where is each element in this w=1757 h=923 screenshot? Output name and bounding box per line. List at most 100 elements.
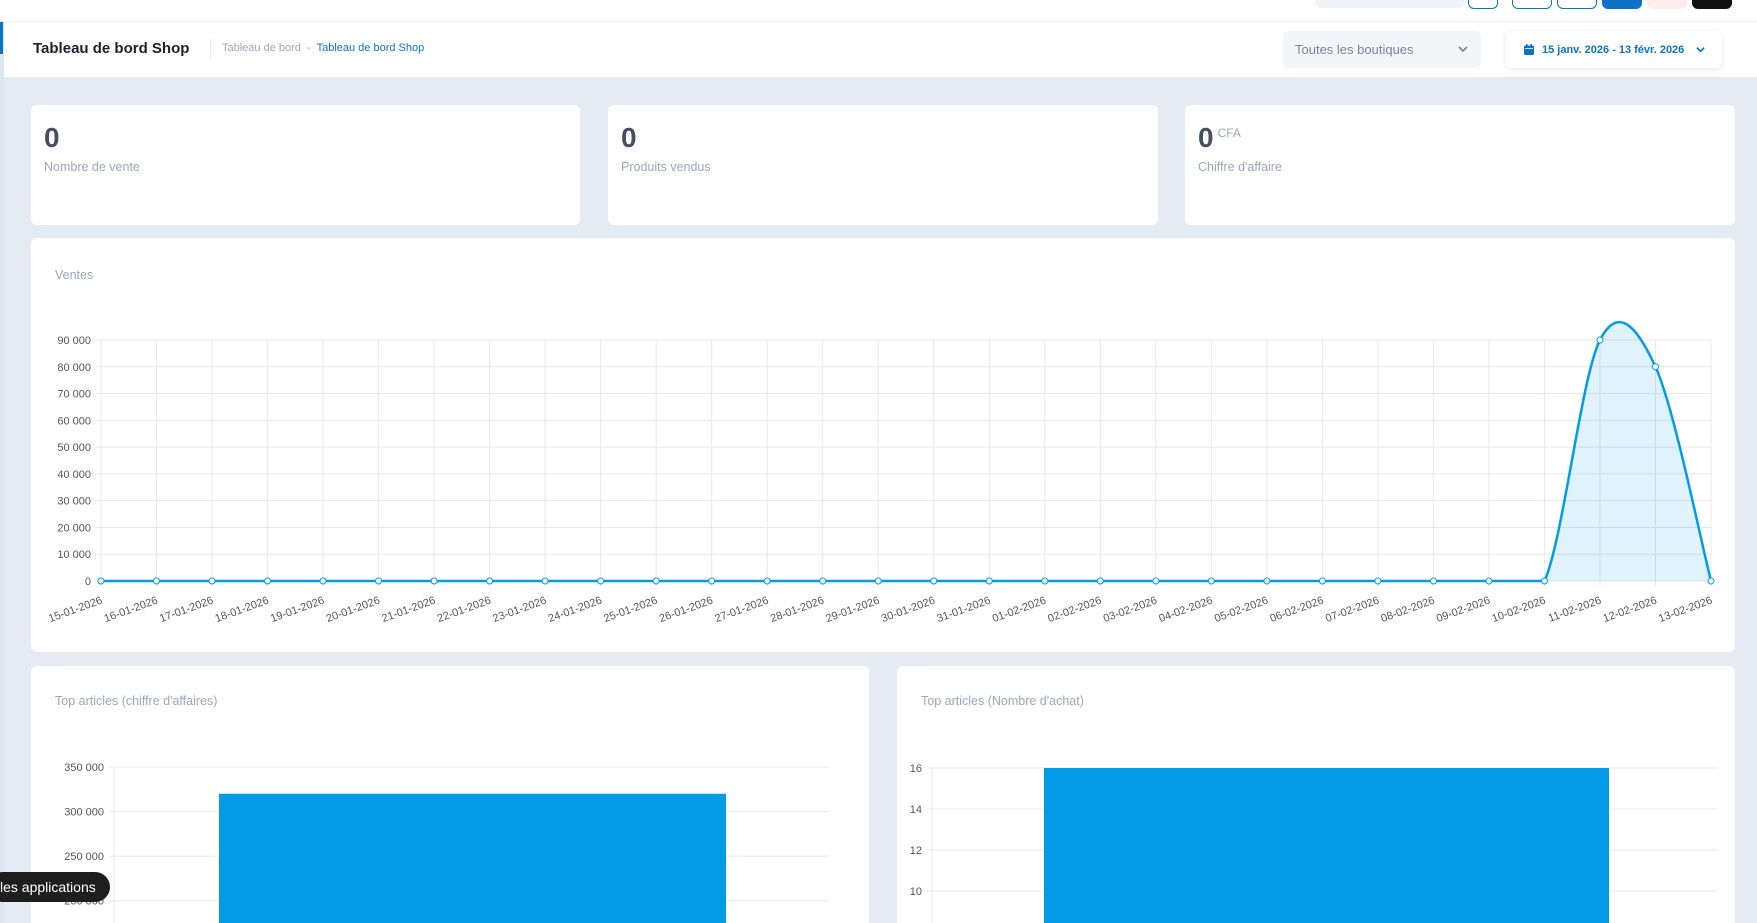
y-tick-label: 90 000 — [57, 335, 91, 347]
x-tick-label: 27-01-2026 — [713, 595, 770, 626]
data-point — [1707, 577, 1715, 585]
data-point — [1540, 577, 1548, 585]
series-area — [101, 322, 1711, 581]
stat-value: 0 — [44, 122, 60, 154]
top-articles-revenue-card: Top articles (chiffre d'affaires) 150 00… — [31, 666, 869, 923]
sidebar-edge — [0, 22, 4, 923]
data-point — [153, 577, 161, 585]
x-tick-label: 08-02-2026 — [1379, 595, 1436, 626]
x-tick-label: 22-01-2026 — [436, 595, 493, 626]
data-point — [208, 577, 216, 585]
stat-number: 0 — [1198, 122, 1214, 153]
y-tick-label: 60 000 — [57, 415, 91, 427]
toolbar-button[interactable] — [1647, 0, 1687, 9]
data-point — [430, 577, 438, 585]
x-tick-label: 09-02-2026 — [1435, 595, 1492, 626]
y-tick-label: 300 000 — [64, 807, 104, 819]
series-line — [101, 320, 1713, 583]
top-toolbar — [0, 0, 1757, 22]
y-tick-label: 14 — [910, 804, 922, 816]
y-tick-label: 30 000 — [57, 496, 91, 508]
data-point — [1207, 577, 1215, 585]
stat-card-products-sold: 0 Produits vendus — [608, 105, 1158, 225]
chart-title: Ventes — [55, 268, 94, 282]
x-tick-label: 06-02-2026 — [1268, 595, 1325, 626]
data-point — [1263, 577, 1271, 585]
breadcrumb-item-dashboard[interactable]: Tableau de bord — [222, 42, 301, 54]
x-tick-label: 20-01-2026 — [325, 595, 382, 626]
data-point — [1429, 577, 1437, 585]
data-point — [985, 577, 993, 585]
sales-chart-card: Ventes 0 10 000 20 000 30 000 40 000 50 000 60… — [31, 238, 1735, 652]
stat-label: Chiffre d'affaire — [1198, 160, 1282, 174]
chart-title: Top articles (Nombre d'achat) — [921, 694, 1084, 708]
data-point — [1651, 363, 1659, 371]
currency-unit: CFA — [1217, 126, 1241, 140]
y-tick-label: 12 — [910, 845, 922, 857]
toolbar-button[interactable] — [1602, 0, 1642, 9]
top-articles-count-card: Top articles (Nombre d'achat) 810121416 — [897, 666, 1735, 923]
toolbar-button[interactable] — [1468, 0, 1498, 9]
date-range-picker[interactable]: 15 janv. 2026 - 13 févr. 2026 — [1506, 31, 1722, 68]
y-tick-label: 10 000 — [57, 549, 91, 561]
page-title: Tableau de bord Shop — [33, 40, 190, 57]
x-tick-label: 04-02-2026 — [1157, 595, 1214, 626]
y-tick-label: 250 000 — [64, 851, 104, 863]
x-tick-label: 21-01-2026 — [380, 595, 437, 626]
chevron-down-icon — [1458, 46, 1468, 53]
data-point — [264, 577, 272, 585]
calendar-icon — [1524, 44, 1534, 55]
x-tick-label: 28-01-2026 — [769, 595, 826, 626]
data-point — [319, 577, 327, 585]
subheader: Tableau de bord Shop Tableau de bord - T… — [4, 22, 1757, 77]
x-tick-label: 11-02-2026 — [1547, 595, 1603, 625]
y-tick-label: 0 — [85, 576, 91, 588]
data-point — [1596, 336, 1604, 344]
shop-select-value: Toutes les boutiques — [1295, 42, 1414, 57]
x-tick-label: 31-01-2026 — [935, 595, 992, 626]
y-tick-label: 20 000 — [57, 522, 91, 534]
stat-number: 0 — [621, 122, 637, 153]
data-point — [874, 577, 882, 585]
stat-number: 0 — [44, 122, 60, 153]
y-tick-label: 350 000 — [64, 762, 104, 774]
data-point — [1318, 577, 1326, 585]
stat-value: 0 — [621, 122, 637, 154]
data-point — [597, 577, 605, 585]
bar — [219, 793, 726, 923]
x-tick-label: 02-02-2026 — [1046, 595, 1103, 626]
toolbar-button[interactable] — [1512, 0, 1552, 9]
data-point — [1485, 577, 1493, 585]
data-point — [486, 577, 494, 585]
user-avatar[interactable] — [1692, 0, 1732, 9]
search-input[interactable] — [1315, 0, 1465, 8]
chart-title: Top articles (chiffre d'affaires) — [55, 694, 218, 708]
data-point — [708, 577, 716, 585]
data-point — [930, 577, 938, 585]
date-range-value: 15 janv. 2026 - 13 févr. 2026 — [1542, 43, 1685, 56]
x-tick-label: 13-02-2026 — [1657, 595, 1714, 626]
x-tick-label: 23-01-2026 — [491, 595, 548, 626]
x-tick-label: 30-01-2026 — [880, 595, 937, 626]
y-tick-label: 16 — [910, 763, 922, 775]
bar — [1044, 768, 1609, 923]
y-tick-label: 40 000 — [57, 469, 91, 481]
x-tick-label: 15-01-2026 — [47, 595, 104, 626]
data-point — [1041, 577, 1049, 585]
data-point — [1152, 577, 1160, 585]
data-point — [1096, 577, 1104, 585]
x-tick-label: 19-01-2026 — [269, 595, 326, 626]
stat-label: Produits vendus — [621, 160, 711, 174]
x-tick-label: 07-02-2026 — [1324, 595, 1381, 626]
data-point — [763, 577, 771, 585]
data-point — [1374, 577, 1382, 585]
breadcrumb-item-shop[interactable]: Tableau de bord Shop — [316, 42, 425, 54]
toolbar-button[interactable] — [1557, 0, 1597, 9]
x-tick-label: 16-01-2026 — [103, 595, 160, 626]
shop-select[interactable]: Toutes les boutiques — [1283, 31, 1481, 68]
y-tick-label: 50 000 — [57, 442, 91, 454]
data-point — [819, 577, 827, 585]
stat-card-sales-count: 0 Nombre de vente — [31, 105, 580, 225]
chevron-down-icon — [1696, 47, 1705, 53]
